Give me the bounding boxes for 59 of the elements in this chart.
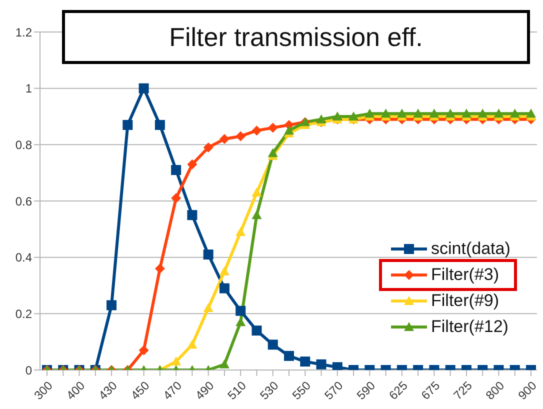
- point: [332, 112, 342, 120]
- legend-label: Filter(#3): [431, 265, 500, 285]
- x-tick-label: 400: [64, 378, 88, 403]
- point: [268, 148, 278, 158]
- y-tick-label: 1: [25, 82, 32, 96]
- point: [396, 108, 407, 118]
- y-tick-label: 0.2: [15, 306, 32, 321]
- y-tick-label: 0.4: [15, 250, 32, 265]
- point: [122, 120, 133, 130]
- legend-label: scint(data): [431, 239, 510, 259]
- point: [510, 108, 520, 118]
- x-tick-label: 510: [224, 378, 250, 403]
- point: [252, 210, 262, 220]
- point: [316, 114, 326, 124]
- point: [154, 120, 165, 130]
- point: [364, 108, 375, 118]
- x-tick-label: 570: [322, 378, 346, 403]
- point: [284, 126, 294, 135]
- x-tick-label: 430: [96, 378, 120, 403]
- point: [413, 108, 424, 118]
- y-tick-label: 0: [25, 363, 32, 378]
- point: [478, 108, 488, 118]
- x-tick-label: 490: [192, 378, 217, 403]
- point: [236, 226, 246, 236]
- point: [252, 126, 262, 136]
- x-tick-label: 470: [160, 378, 185, 403]
- x-tick-label: 725: [450, 378, 476, 403]
- point: [236, 131, 246, 142]
- point: [219, 266, 230, 276]
- point: [461, 108, 472, 118]
- x-tick-label: 900: [515, 378, 540, 403]
- point: [219, 134, 230, 144]
- x-tick-label: 530: [257, 378, 282, 403]
- x-tick-label: 800: [483, 378, 508, 403]
- point: [380, 108, 391, 118]
- point: [138, 83, 149, 94]
- point: [268, 122, 278, 133]
- point: [526, 108, 536, 118]
- point: [445, 108, 456, 118]
- point: [171, 193, 182, 204]
- point: [348, 112, 359, 120]
- x-tick-label: 675: [418, 378, 443, 403]
- x-tick-label: 450: [128, 378, 152, 403]
- x-tick-label: 625: [386, 378, 411, 403]
- point: [494, 108, 504, 118]
- x-tick-label: 550: [289, 378, 314, 403]
- point: [171, 165, 182, 176]
- point: [187, 210, 198, 220]
- point: [203, 142, 214, 152]
- y-tick-label: 0.6: [15, 194, 32, 208]
- legend-label: Filter(#9): [431, 291, 500, 311]
- point: [429, 108, 440, 118]
- x-tick-label: 300: [31, 378, 56, 403]
- point: [252, 188, 262, 197]
- legend-label: Filter(#12): [431, 317, 508, 337]
- point: [187, 159, 198, 170]
- x-tick-label: 590: [354, 378, 378, 403]
- y-tick-label: 0.8: [15, 138, 32, 152]
- y-tick-label: 1.2: [15, 25, 32, 40]
